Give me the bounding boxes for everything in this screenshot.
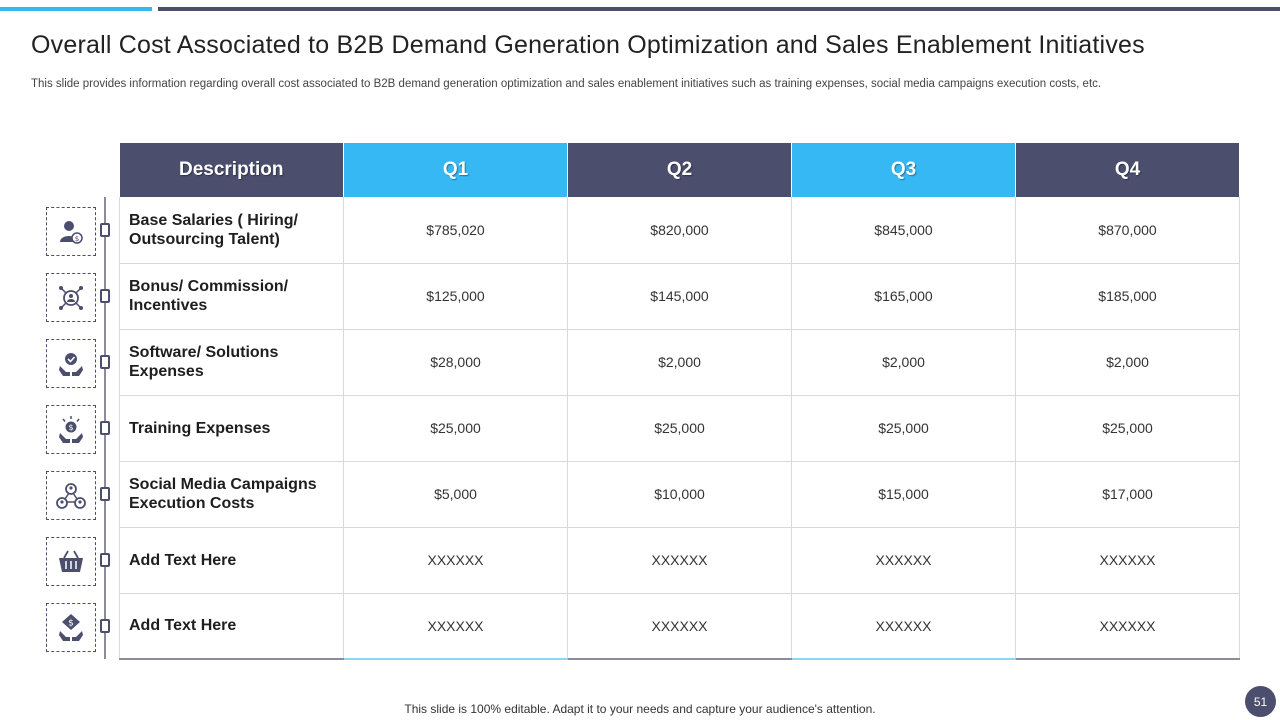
cell-q4: $17,000 bbox=[1015, 461, 1240, 528]
row-description: Add Text Here bbox=[119, 527, 344, 594]
table-row: Software/ Solutions Expenses $28,000 $2,… bbox=[119, 329, 1240, 396]
social-network-icon bbox=[46, 471, 96, 520]
icon-row bbox=[44, 527, 124, 593]
solution-hands-icon bbox=[46, 339, 96, 388]
connector-node bbox=[100, 487, 110, 501]
row-description: Training Expenses bbox=[119, 395, 344, 462]
slide-title: Overall Cost Associated to B2B Demand Ge… bbox=[31, 31, 1145, 59]
cell-q2: $820,000 bbox=[567, 197, 792, 264]
top-accent-bar-blue bbox=[0, 7, 152, 11]
icon-row: $ bbox=[44, 197, 124, 263]
cell-q2: $25,000 bbox=[567, 395, 792, 462]
cell-q3: $25,000 bbox=[791, 395, 1016, 462]
footer-note: This slide is 100% editable. Adapt it to… bbox=[404, 702, 876, 716]
svg-text:$: $ bbox=[75, 235, 79, 243]
cell-q1: $28,000 bbox=[343, 329, 568, 396]
cell-q1: $25,000 bbox=[343, 395, 568, 462]
row-description: Add Text Here bbox=[119, 593, 344, 660]
header-q3: Q3 bbox=[791, 143, 1016, 197]
connector-node bbox=[100, 553, 110, 567]
top-accent-bar-dark bbox=[158, 7, 1280, 11]
cell-q2: XXXXXX bbox=[567, 593, 792, 660]
header-q1: Q1 bbox=[343, 143, 568, 197]
icon-row: $ bbox=[44, 395, 124, 461]
cell-q2: $2,000 bbox=[567, 329, 792, 396]
cell-q4: $185,000 bbox=[1015, 263, 1240, 330]
cell-q3: XXXXXX bbox=[791, 593, 1016, 660]
table-row: Bonus/ Commission/ Incentives $125,000 $… bbox=[119, 263, 1240, 330]
connector-node bbox=[100, 223, 110, 237]
cost-table: Description Q1 Q2 Q3 Q4 Base Salaries ( … bbox=[119, 143, 1240, 660]
row-description: Software/ Solutions Expenses bbox=[119, 329, 344, 396]
cell-q4: XXXXXX bbox=[1015, 527, 1240, 594]
header-description: Description bbox=[119, 143, 344, 197]
cell-q4: $25,000 bbox=[1015, 395, 1240, 462]
commission-network-icon bbox=[46, 273, 96, 322]
row-description: Social Media Campaigns Execution Costs bbox=[119, 461, 344, 528]
slide-subtitle: This slide provides information regardin… bbox=[31, 78, 1102, 90]
cell-q1: $125,000 bbox=[343, 263, 568, 330]
cell-q2: $10,000 bbox=[567, 461, 792, 528]
connector-node bbox=[100, 289, 110, 303]
cell-q3: $845,000 bbox=[791, 197, 1016, 264]
icon-column: $ bbox=[44, 197, 124, 659]
icon-row bbox=[44, 263, 124, 329]
row-description: Base Salaries ( Hiring/ Outsourcing Tale… bbox=[119, 197, 344, 264]
cell-q3: $15,000 bbox=[791, 461, 1016, 528]
icon-row bbox=[44, 329, 124, 395]
salary-person-icon: $ bbox=[46, 207, 96, 256]
cell-q2: $145,000 bbox=[567, 263, 792, 330]
svg-text:$: $ bbox=[68, 423, 73, 432]
table-row: Base Salaries ( Hiring/ Outsourcing Tale… bbox=[119, 197, 1240, 264]
cell-q2: XXXXXX bbox=[567, 527, 792, 594]
cell-q1: $785,020 bbox=[343, 197, 568, 264]
cell-q3: $2,000 bbox=[791, 329, 1016, 396]
cell-q1: XXXXXX bbox=[343, 593, 568, 660]
cell-q3: $165,000 bbox=[791, 263, 1016, 330]
page-number-badge: 51 bbox=[1245, 686, 1276, 717]
cell-q1: XXXXXX bbox=[343, 527, 568, 594]
shopping-basket-icon bbox=[46, 537, 96, 586]
connector-node bbox=[100, 619, 110, 633]
table-header-row: Description Q1 Q2 Q3 Q4 bbox=[119, 143, 1240, 197]
cell-q4: $2,000 bbox=[1015, 329, 1240, 396]
table-row: Add Text Here XXXXXX XXXXXX XXXXXX XXXXX… bbox=[119, 527, 1240, 594]
money-shield-icon: $ bbox=[46, 603, 96, 652]
cell-q4: XXXXXX bbox=[1015, 593, 1240, 660]
icon-row: $ bbox=[44, 593, 124, 659]
row-description: Bonus/ Commission/ Incentives bbox=[119, 263, 344, 330]
cell-q4: $870,000 bbox=[1015, 197, 1240, 264]
table-row: Social Media Campaigns Execution Costs $… bbox=[119, 461, 1240, 528]
header-q4: Q4 bbox=[1015, 143, 1240, 197]
cell-q3: XXXXXX bbox=[791, 527, 1016, 594]
header-q2: Q2 bbox=[567, 143, 792, 197]
icon-row bbox=[44, 461, 124, 527]
cell-q1: $5,000 bbox=[343, 461, 568, 528]
svg-text:$: $ bbox=[68, 618, 74, 628]
table-row: Training Expenses $25,000 $25,000 $25,00… bbox=[119, 395, 1240, 462]
table-row: Add Text Here XXXXXX XXXXXX XXXXXX XXXXX… bbox=[119, 593, 1240, 660]
connector-node bbox=[100, 421, 110, 435]
connector-node bbox=[100, 355, 110, 369]
training-money-hands-icon: $ bbox=[46, 405, 96, 454]
